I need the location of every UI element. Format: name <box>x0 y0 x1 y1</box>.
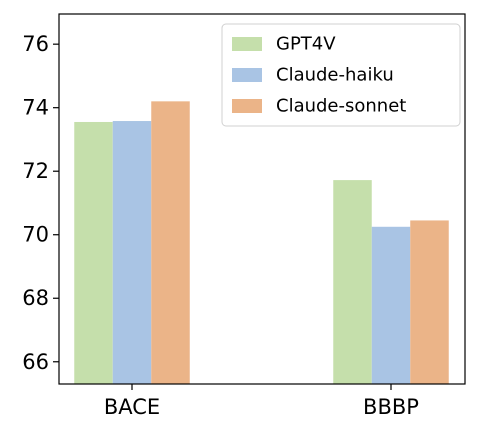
bar-gpt4v-bace <box>74 121 113 384</box>
y-tick-label-74: 74 <box>22 96 49 120</box>
bar-claude-sonnet-bbbp <box>410 220 449 384</box>
bar-claude-haiku-bace <box>112 121 152 384</box>
x-tick-label-bace: BACE <box>104 395 160 419</box>
y-axis: 66 68 70 72 74 76 <box>22 32 59 374</box>
x-tick-label-bbbp: BBBP <box>363 395 419 419</box>
legend-swatch-claude-sonnet <box>232 99 262 113</box>
y-tick-label-66: 66 <box>22 350 49 374</box>
legend-swatch-gpt4v <box>232 37 262 51</box>
bar-gpt4v-bbbp <box>333 180 372 384</box>
legend-swatch-claude-haiku <box>232 68 262 82</box>
y-tick-label-72: 72 <box>22 159 49 183</box>
bar-claude-sonnet-bace <box>151 101 190 384</box>
y-tick-label-68: 68 <box>22 286 49 310</box>
bar-claude-haiku-bbbp <box>371 226 411 384</box>
legend-label-gpt4v: GPT4V <box>276 34 336 55</box>
legend: GPT4V Claude-haiku Claude-sonnet <box>221 23 461 127</box>
legend-label-claude-haiku: Claude-haiku <box>276 65 394 86</box>
x-axis: BACE BBBP <box>104 384 419 419</box>
plot-frame <box>58 13 466 385</box>
legend-label-claude-sonnet: Claude-sonnet <box>276 96 406 117</box>
y-tick-label-76: 76 <box>22 32 49 56</box>
bars-layer <box>74 101 449 384</box>
legend-frame <box>221 23 461 127</box>
y-tick-label-70: 70 <box>22 223 49 247</box>
